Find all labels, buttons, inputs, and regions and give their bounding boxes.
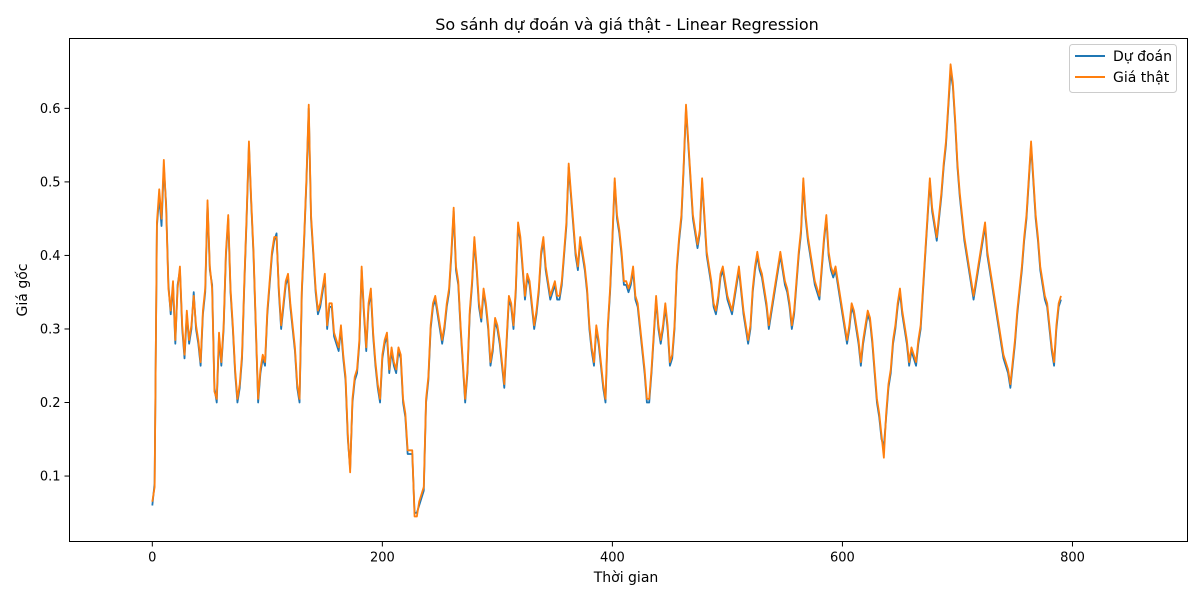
x-axis-label: Thời gian (593, 570, 659, 586)
legend-label-gia-that: Giá thật (1113, 70, 1170, 86)
series-line-1 (151, 63, 1062, 518)
chart-title: So sánh dự đoán và giá thật - Linear Reg… (435, 15, 819, 34)
legend: Dự đoán Giá thật (1069, 44, 1177, 93)
x-axis-ticks: 0 200 400 600 800 (148, 541, 1085, 566)
legend-label-du-doan: Dự đoán (1113, 49, 1172, 65)
plot-area-frame (69, 38, 1188, 542)
y-axis-ticks: 0.1 0.2 0.3 0.4 0.5 0.6 (40, 102, 70, 485)
x-tick-label: 0 (148, 551, 156, 566)
x-tick-label: 400 (600, 551, 625, 566)
y-tick-label: 0.6 (40, 102, 61, 117)
x-tick-label: 600 (830, 551, 855, 566)
y-axis-label: Giá gốc (14, 264, 31, 317)
y-tick-label: 0.5 (40, 175, 61, 190)
x-tick-label: 800 (1060, 551, 1085, 566)
y-tick-label: 0.4 (40, 249, 61, 264)
x-tick-label: 200 (370, 551, 395, 566)
y-tick-label: 0.1 (40, 470, 61, 485)
series-layer (151, 63, 1062, 518)
y-tick-label: 0.2 (40, 396, 61, 411)
y-tick-label: 0.3 (40, 322, 61, 337)
